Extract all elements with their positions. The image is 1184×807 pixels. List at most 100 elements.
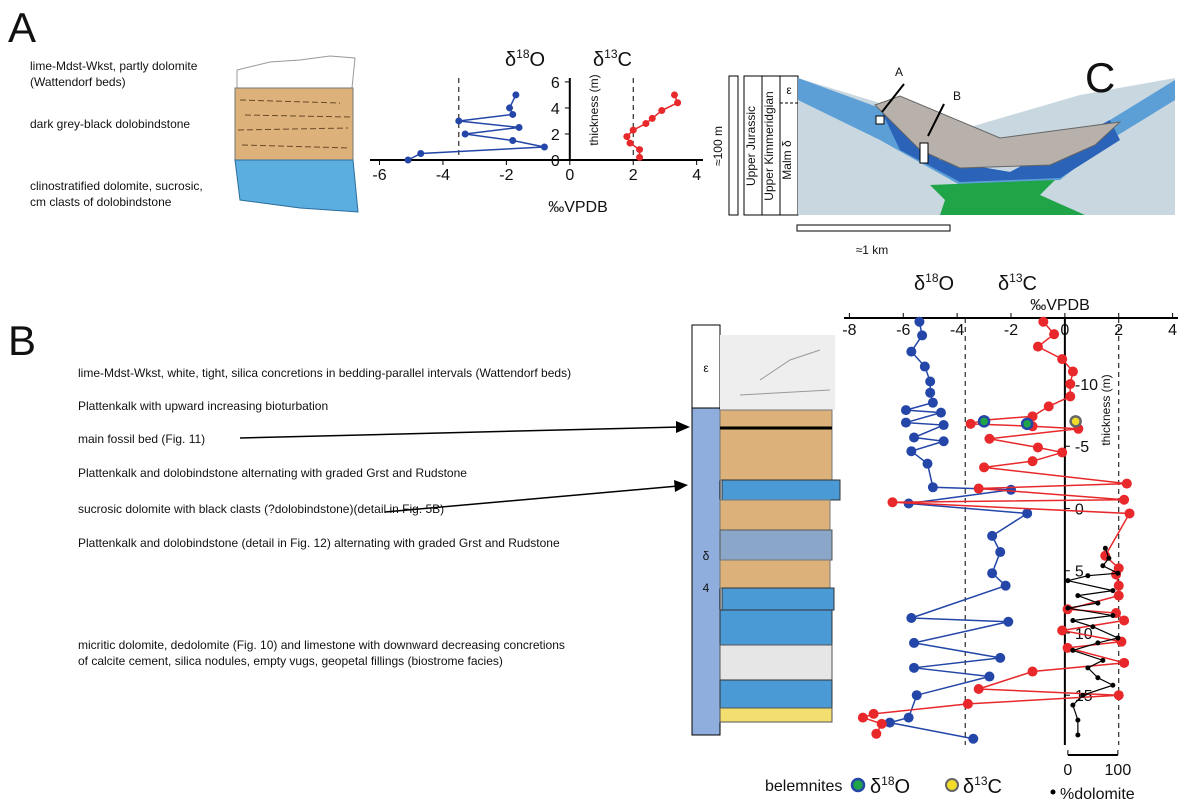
description: dark grey-black dolobindstone — [30, 117, 190, 131]
data-point — [923, 459, 933, 469]
data-point — [1119, 616, 1129, 626]
column-label: ε — [703, 361, 709, 375]
data-point — [509, 111, 516, 118]
data-point — [928, 398, 938, 408]
element: O — [895, 776, 911, 798]
x-tick-label: -6 — [372, 167, 386, 184]
x-tick-label: -4 — [950, 322, 964, 339]
data-point — [871, 729, 881, 739]
marker-label: B — [953, 89, 961, 103]
dolomite-point — [1115, 635, 1120, 640]
dolomite-tick-label: 100 — [1105, 762, 1132, 779]
arrowhead — [676, 421, 690, 433]
isotope-label: δ13C — [998, 271, 1037, 295]
data-point — [1057, 625, 1067, 635]
x-tick-label: -6 — [896, 322, 910, 339]
dolomite-point — [1070, 618, 1075, 623]
belemnite-point — [1071, 416, 1081, 426]
panel-label: A — [8, 4, 36, 51]
description: main fossil bed (Fig. 11) — [78, 432, 205, 446]
y-tick-label: 0 — [551, 153, 560, 170]
element: C — [618, 49, 632, 71]
data-point — [904, 713, 914, 723]
data-point — [462, 130, 469, 137]
lithology-b — [692, 325, 840, 735]
data-point — [979, 462, 989, 472]
data-point — [906, 347, 916, 357]
profile-line — [408, 95, 544, 160]
data-point — [506, 104, 513, 111]
belemnite-point — [979, 416, 989, 426]
dolomite-point — [1110, 683, 1115, 688]
arrowhead — [674, 480, 688, 492]
data-point — [987, 568, 997, 578]
data-point — [968, 734, 978, 744]
superscript: 13 — [974, 774, 988, 788]
description: sucrosic dolomite with black clasts (?do… — [78, 502, 444, 516]
data-point — [1114, 690, 1124, 700]
data-point — [912, 690, 922, 700]
data-point — [901, 418, 911, 428]
superscript: 18 — [925, 271, 939, 285]
dolomite-point — [1100, 563, 1105, 568]
data-point — [984, 672, 994, 682]
data-point — [939, 436, 949, 446]
data-point — [541, 143, 548, 150]
data-point — [887, 497, 897, 507]
scale-label: ≈1 km — [856, 243, 889, 257]
data-point — [1028, 456, 1038, 466]
strat-label: Upper Kimmeridgian — [762, 91, 776, 200]
superscript: 18 — [516, 47, 530, 61]
x-tick-label: 4 — [1168, 322, 1177, 339]
data-point — [1049, 329, 1059, 339]
y-axis-label: thickness (m) — [1099, 374, 1113, 445]
data-point — [623, 133, 630, 140]
description: Plattenkalk with upward increasing biotu… — [78, 399, 328, 413]
data-point — [974, 684, 984, 694]
isotope-label: δ13C — [593, 47, 632, 71]
data-point — [963, 699, 973, 709]
y-tick-label: -10 — [1075, 377, 1098, 394]
x-tick-label: -4 — [436, 167, 450, 184]
delta: δ — [870, 776, 881, 798]
dolomite-point — [1070, 703, 1075, 708]
delta: δ — [505, 49, 516, 71]
data-point — [1038, 317, 1048, 327]
dolomite-point — [1065, 606, 1070, 611]
data-point — [1114, 591, 1124, 601]
isotope-label: δ13C — [963, 774, 1002, 798]
data-point — [1001, 581, 1011, 591]
data-point — [974, 484, 984, 494]
data-point — [925, 388, 935, 398]
marker-label: A — [895, 65, 903, 79]
dolomite-point — [1095, 601, 1100, 606]
data-point — [906, 446, 916, 456]
data-point — [1114, 581, 1124, 591]
y-tick-label: -5 — [1075, 439, 1089, 456]
data-point — [671, 91, 678, 98]
data-point — [1119, 495, 1129, 505]
panel-label: B — [8, 317, 36, 364]
strat-label: Upper Jurassic — [744, 106, 758, 186]
delta: δ — [593, 49, 604, 71]
data-point — [906, 613, 916, 623]
dolomite-point — [1095, 640, 1100, 645]
dolomite-point — [1095, 675, 1100, 680]
superscript: 13 — [1009, 271, 1023, 285]
y-tick-label: 2 — [551, 127, 560, 144]
data-point — [1125, 508, 1135, 518]
dolomite-point — [1103, 546, 1108, 551]
legend-swatch — [852, 779, 864, 791]
isotope-label: δ18O — [505, 47, 545, 71]
description: micritic dolomite, dedolomite (Fig. 10) … — [78, 638, 565, 652]
x-tick-label: 4 — [692, 167, 701, 184]
data-point — [920, 362, 930, 372]
dolomite-point — [1090, 624, 1095, 629]
description: lime-Mdst-Wkst, partly dolomite — [30, 59, 198, 73]
data-point — [642, 120, 649, 127]
data-point — [877, 719, 887, 729]
dolomite-tick-label: 0 — [1063, 762, 1072, 779]
data-point — [1057, 354, 1067, 364]
column-label: 4 — [703, 581, 710, 595]
data-point — [417, 150, 424, 157]
